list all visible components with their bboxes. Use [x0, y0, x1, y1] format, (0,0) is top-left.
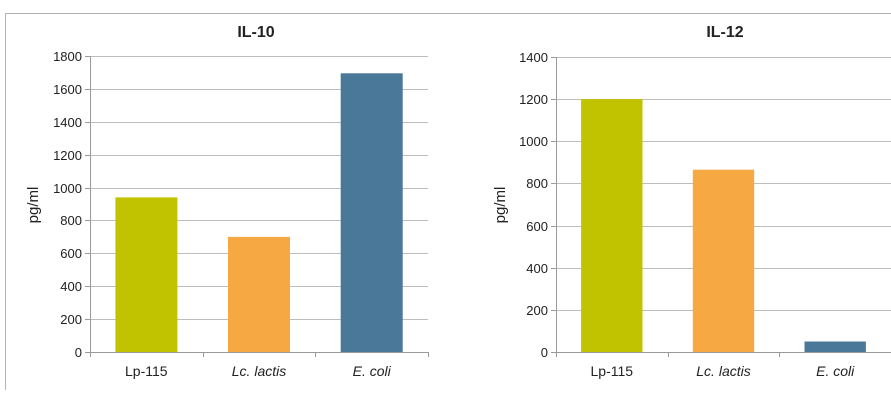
y-axis-label: pg/ml [25, 187, 42, 224]
y-tick-label: 1400 [519, 50, 548, 65]
x-ticks: Lp-115 Lc. lactis E. coli [125, 363, 392, 379]
y-tick-label: 600 [60, 246, 82, 261]
y-axis-label: pg/ml [492, 187, 509, 224]
chart-il12: IL-12 pg/ml 0 200 400 600 800 1000 1200 1400 Lp… [492, 24, 891, 379]
x-tick-label: Lc. lactis [232, 363, 286, 379]
y-ticks: 0 200 400 600 800 1000 1200 1400 1600 1800 [53, 49, 82, 360]
bars [581, 99, 866, 352]
y-tick-label: 1600 [53, 82, 82, 97]
y-tick-label: 1200 [53, 148, 82, 163]
x-tick-label: Lc. lactis [696, 363, 750, 379]
y-tick-label: 1000 [519, 134, 548, 149]
x-ticks: Lp-115 Lc. lactis E. coli [591, 363, 856, 379]
y-tick-label: 200 [60, 312, 82, 327]
bar-lp-115 [115, 197, 177, 352]
chart-title: IL-12 [706, 24, 743, 41]
x-tick-label: Lp-115 [591, 363, 634, 379]
y-tick-label: 800 [60, 213, 82, 228]
y-tick-label: 0 [75, 345, 82, 360]
x-tick-label: E. coli [353, 363, 392, 379]
y-tick-label: 200 [526, 303, 548, 318]
y-tick-label: 1200 [519, 92, 548, 107]
y-tick-label: 1800 [53, 49, 82, 64]
y-tick-label: 600 [526, 219, 548, 234]
bar-e-coli [805, 342, 866, 353]
chart-il10: IL-10 pg/ml 0 200 400 600 800 1000 1200 1400 160… [25, 24, 429, 379]
bar-e-coli [341, 73, 403, 352]
x-tick-label: E. coli [816, 363, 855, 379]
bar-lp-115 [581, 99, 642, 352]
y-tick-label: 800 [526, 176, 548, 191]
bar-lc-lactis [228, 237, 290, 352]
y-ticks: 0 200 400 600 800 1000 1200 1400 [519, 50, 548, 360]
y-tick-label: 400 [526, 261, 548, 276]
y-tick-label: 1000 [53, 181, 82, 196]
y-tick-label: 1400 [53, 115, 82, 130]
y-tick-label: 0 [541, 345, 548, 360]
y-tick-label: 400 [60, 279, 82, 294]
x-tick-label: Lp-115 [125, 363, 168, 379]
bar-lc-lactis [693, 170, 754, 352]
bars [115, 73, 402, 352]
chart-title: IL-10 [237, 24, 274, 41]
